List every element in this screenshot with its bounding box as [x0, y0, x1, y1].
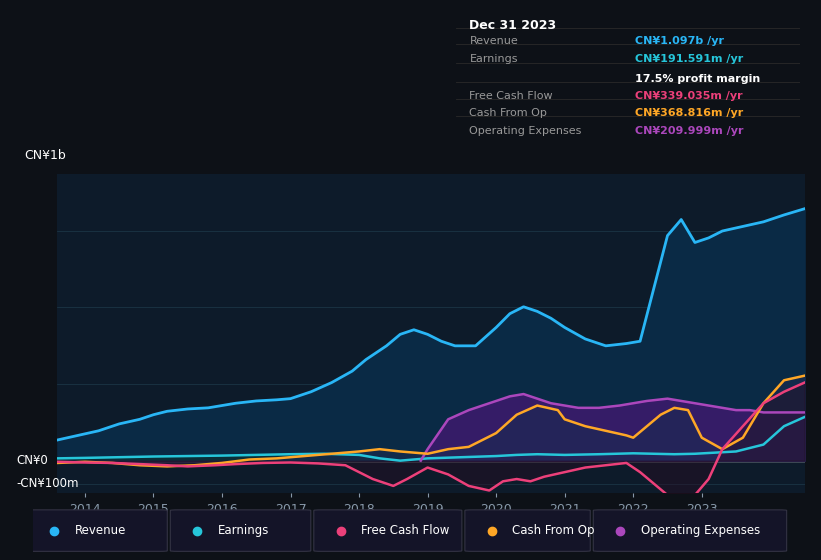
Text: Cash From Op: Cash From Op — [470, 109, 548, 118]
Text: CN¥209.999m /yr: CN¥209.999m /yr — [635, 125, 744, 136]
FancyBboxPatch shape — [314, 510, 462, 552]
Text: Revenue: Revenue — [470, 36, 518, 46]
Text: CN¥1.097b /yr: CN¥1.097b /yr — [635, 36, 724, 46]
Text: CN¥191.591m /yr: CN¥191.591m /yr — [635, 54, 743, 63]
Text: CN¥368.816m /yr: CN¥368.816m /yr — [635, 109, 743, 118]
Text: Earnings: Earnings — [218, 524, 269, 537]
Text: 17.5% profit margin: 17.5% profit margin — [635, 74, 760, 84]
Text: Free Cash Flow: Free Cash Flow — [361, 524, 450, 537]
Text: Revenue: Revenue — [75, 524, 126, 537]
Text: Operating Expenses: Operating Expenses — [641, 524, 760, 537]
Text: Earnings: Earnings — [470, 54, 518, 63]
Text: Free Cash Flow: Free Cash Flow — [470, 91, 553, 101]
FancyBboxPatch shape — [465, 510, 590, 552]
Text: CN¥0: CN¥0 — [16, 454, 48, 467]
FancyBboxPatch shape — [170, 510, 311, 552]
Text: CN¥339.035m /yr: CN¥339.035m /yr — [635, 91, 742, 101]
Text: Dec 31 2023: Dec 31 2023 — [470, 19, 557, 32]
FancyBboxPatch shape — [594, 510, 787, 552]
Text: Cash From Op: Cash From Op — [512, 524, 595, 537]
Text: CN¥1b: CN¥1b — [25, 150, 67, 162]
Text: -CN¥100m: -CN¥100m — [16, 477, 79, 490]
Text: Operating Expenses: Operating Expenses — [470, 125, 582, 136]
FancyBboxPatch shape — [27, 510, 167, 552]
